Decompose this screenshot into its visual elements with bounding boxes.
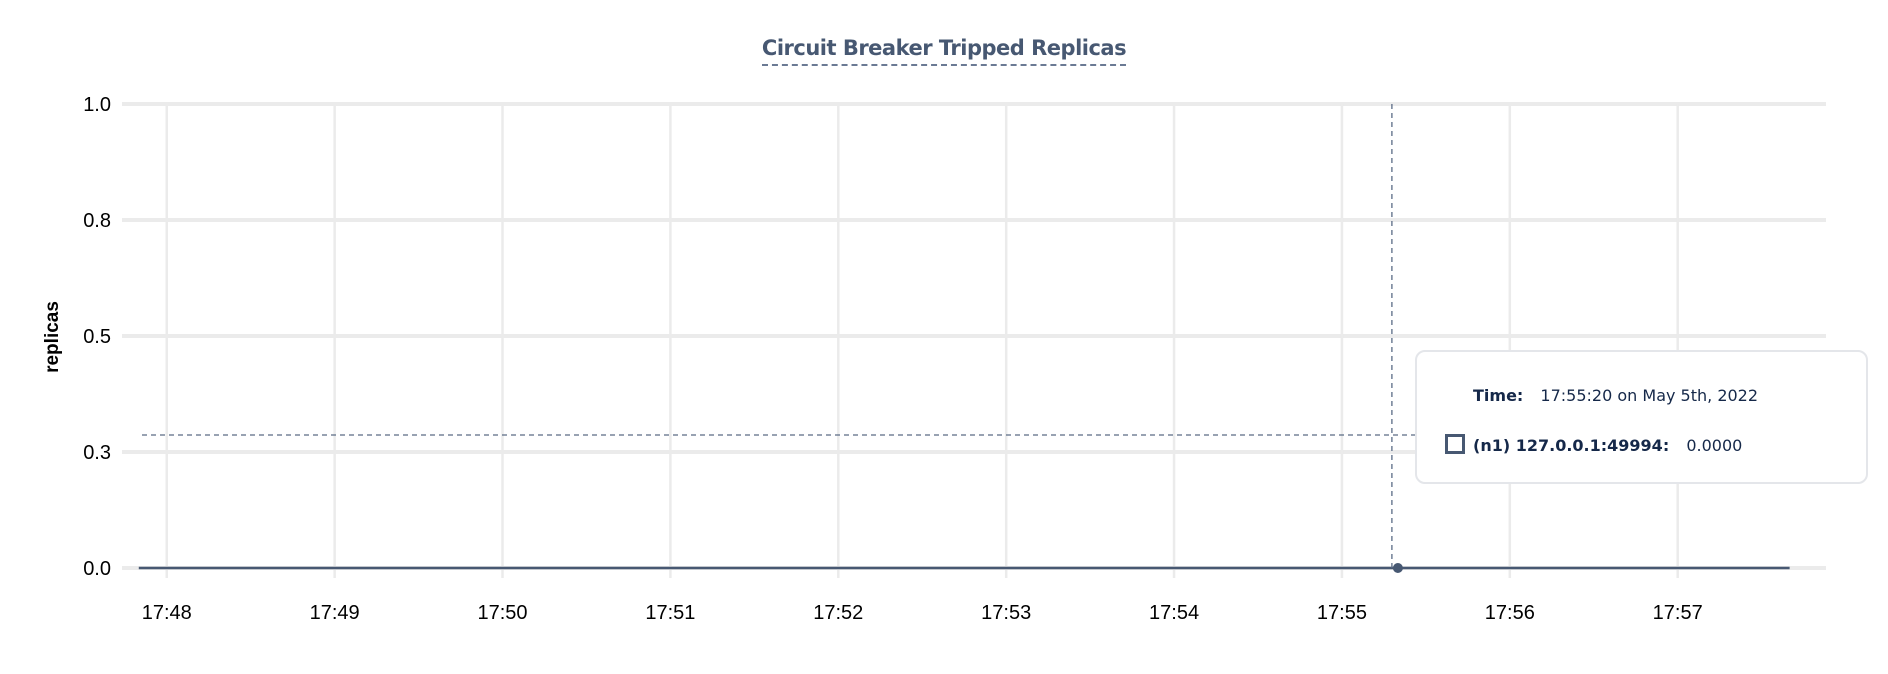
- hover-point: [1392, 563, 1403, 573]
- y-tick-label: 0.5: [83, 326, 111, 348]
- y-tick-label: 1.0: [83, 94, 111, 116]
- x-tick-label: 17:50: [478, 602, 528, 624]
- y-tick-label: 0.3: [83, 442, 111, 464]
- x-tick-label: 17:53: [981, 602, 1031, 624]
- x-tick-label: 17:56: [1485, 602, 1535, 624]
- chart-title-wrap: Circuit Breaker Tripped Replicas: [0, 36, 1888, 66]
- tooltip-time-label: Time:: [1473, 386, 1524, 405]
- y-tick-label: 0.8: [83, 210, 111, 232]
- tooltip-series-value: 0.0000: [1686, 436, 1743, 455]
- chart-title[interactable]: Circuit Breaker Tripped Replicas: [761, 36, 1127, 66]
- y-tick-label: 0.0: [83, 558, 111, 580]
- tooltip: Time: 17:55:20 on May 5th, 2022 (n1) 127…: [1415, 350, 1868, 484]
- tooltip-series-label: (n1) 127.0.0.1:49994:: [1473, 436, 1670, 455]
- tooltip-time-value: 17:55:20 on May 5th, 2022: [1540, 386, 1759, 405]
- x-tick-label: 17:48: [142, 602, 192, 624]
- x-tick-label: 17:52: [813, 602, 863, 624]
- y-axis-label: replicas: [42, 301, 63, 373]
- x-tick-label: 17:49: [310, 602, 360, 624]
- x-tick-label: 17:57: [1653, 602, 1703, 624]
- x-tick-label: 17:51: [645, 602, 695, 624]
- x-tick-label: 17:54: [1149, 602, 1199, 624]
- x-tick-label: 17:55: [1317, 602, 1367, 624]
- series-swatch-icon: [1445, 434, 1465, 454]
